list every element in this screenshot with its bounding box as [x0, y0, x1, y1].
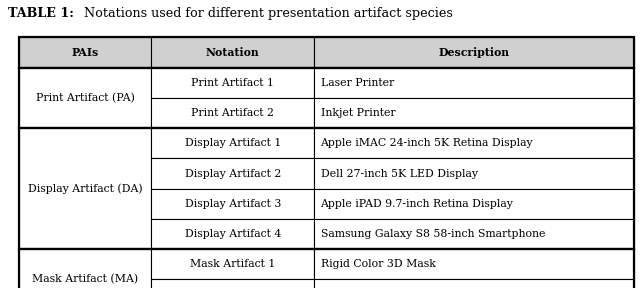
Bar [314, 249, 634, 279]
Bar [314, 37, 634, 68]
Text: Apple iMAC 24-inch 5K Retina Display: Apple iMAC 24-inch 5K Retina Display [321, 138, 533, 148]
Bar [19, 249, 151, 288]
Text: Mask Artifact 1: Mask Artifact 1 [190, 259, 275, 269]
Bar [19, 128, 634, 249]
Bar [314, 68, 634, 98]
Bar [151, 249, 314, 279]
Text: Print Artifact 1: Print Artifact 1 [191, 78, 274, 88]
Bar [151, 279, 314, 288]
Bar [151, 68, 314, 98]
Text: Display Artifact 4: Display Artifact 4 [184, 229, 281, 239]
Text: PAIs: PAIs [72, 47, 99, 58]
Text: Rigid Color 3D Mask: Rigid Color 3D Mask [321, 259, 435, 269]
Bar [314, 189, 634, 219]
Text: TABLE 1:: TABLE 1: [8, 7, 74, 20]
Text: Notation: Notation [206, 47, 259, 58]
Bar [19, 68, 151, 128]
Bar [314, 98, 634, 128]
Text: Laser Printer: Laser Printer [321, 78, 394, 88]
Bar [151, 219, 314, 249]
Bar [314, 128, 634, 158]
Text: Dell 27-inch 5K LED Display: Dell 27-inch 5K LED Display [321, 168, 477, 179]
Bar [19, 37, 634, 68]
Text: Samsung Galaxy S8 58-inch Smartphone: Samsung Galaxy S8 58-inch Smartphone [321, 229, 545, 239]
Text: Print Artifact (PA): Print Artifact (PA) [36, 93, 134, 103]
Text: Mask Artifact (MA): Mask Artifact (MA) [32, 274, 138, 285]
Bar [19, 68, 634, 128]
Bar [19, 37, 151, 68]
Bar [151, 158, 314, 189]
Bar [151, 98, 314, 128]
Text: Display Artifact 2: Display Artifact 2 [184, 168, 281, 179]
Bar [151, 37, 314, 68]
Text: Apple iPAD 9.7-inch Retina Display: Apple iPAD 9.7-inch Retina Display [321, 199, 513, 209]
Bar [19, 128, 151, 249]
Text: Inkjet Printer: Inkjet Printer [321, 108, 395, 118]
Text: Notations used for different presentation artifact species: Notations used for different presentatio… [80, 7, 453, 20]
Bar [314, 219, 634, 249]
Bar [314, 158, 634, 189]
Text: Print Artifact 2: Print Artifact 2 [191, 108, 274, 118]
Bar [151, 189, 314, 219]
Text: Display Artifact 3: Display Artifact 3 [184, 199, 281, 209]
Bar [19, 249, 634, 288]
Bar [314, 279, 634, 288]
Text: Display Artifact 1: Display Artifact 1 [184, 138, 281, 148]
Bar [151, 128, 314, 158]
Text: Description: Description [438, 47, 509, 58]
Text: Display Artifact (DA): Display Artifact (DA) [28, 183, 143, 194]
